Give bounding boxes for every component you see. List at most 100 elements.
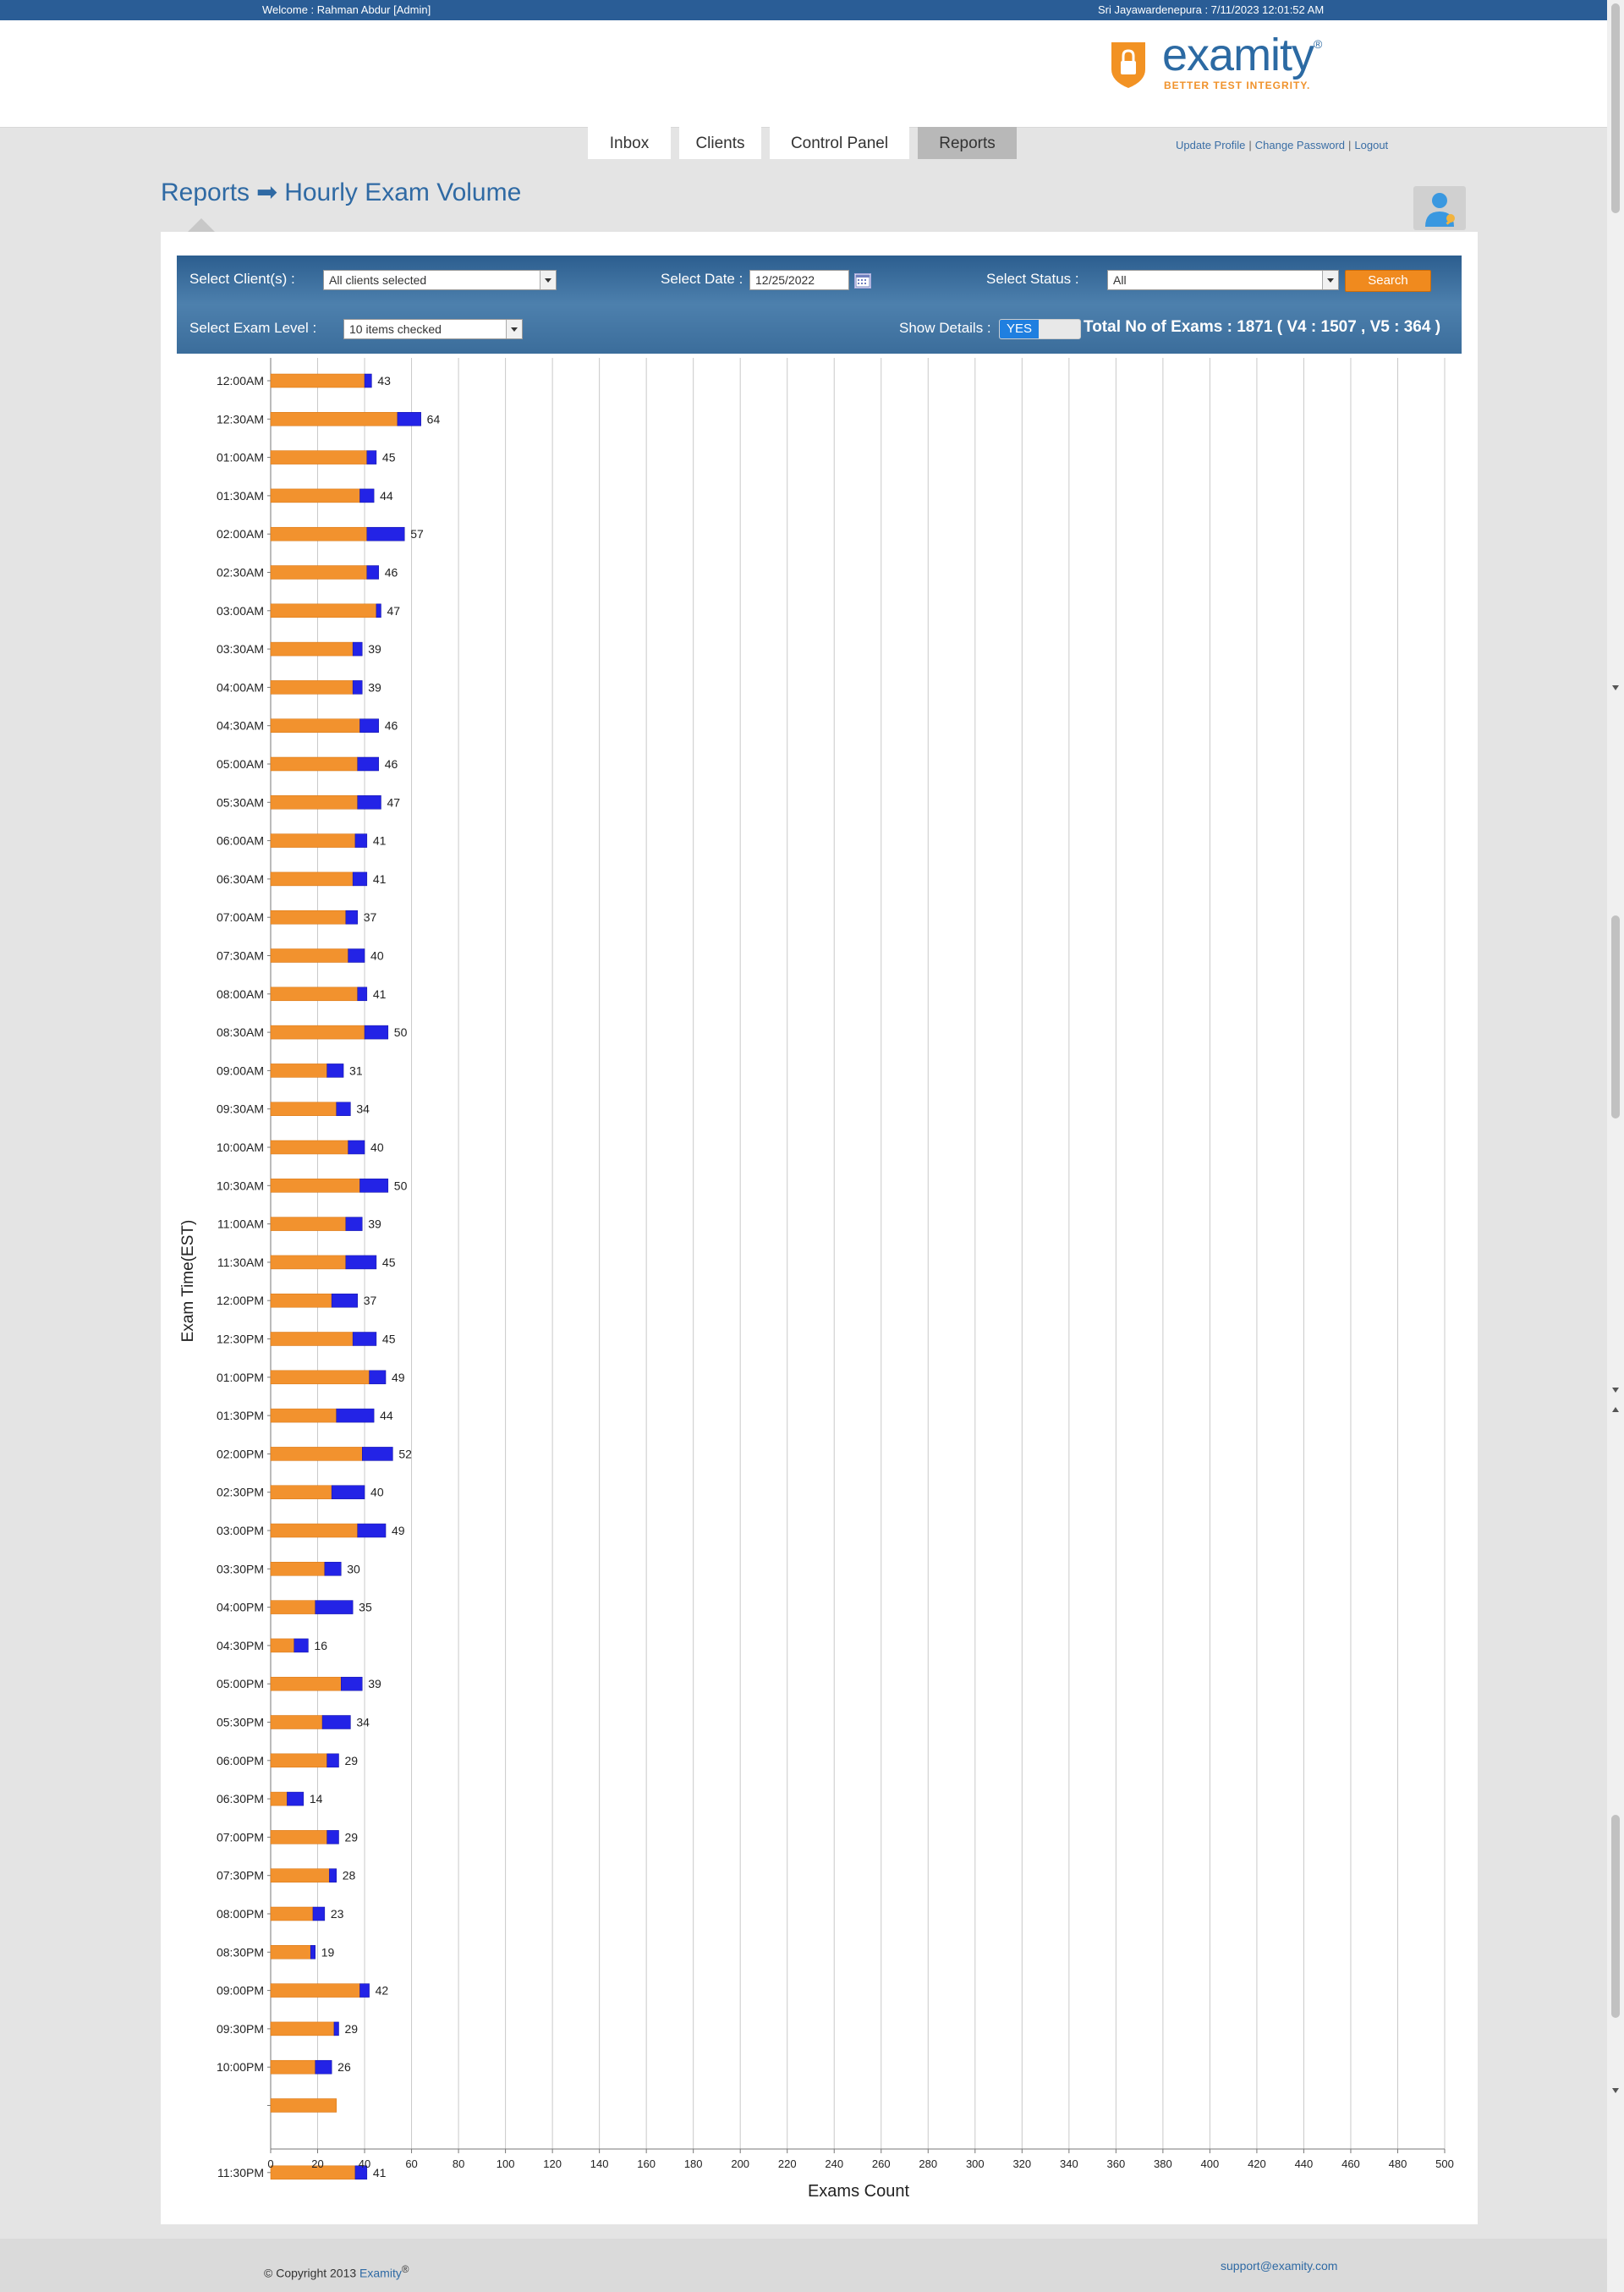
bar-v5 xyxy=(359,488,375,503)
show-details-toggle[interactable]: YES xyxy=(999,319,1081,339)
x-tick-label: 40 xyxy=(359,2157,370,2170)
bar-v4 xyxy=(270,795,358,810)
category-label: 01:30PM xyxy=(217,1409,264,1422)
category-label: 01:30AM xyxy=(217,489,264,503)
category-label: 06:30AM xyxy=(217,872,264,886)
bar-v4 xyxy=(270,373,365,388)
category-label: 12:30AM xyxy=(217,412,264,426)
report-panel: Select Client(s) : All clients selected … xyxy=(161,232,1478,2224)
tab-inbox[interactable]: Inbox xyxy=(588,127,671,159)
logo-tagline: BETTER TEST INTEGRITY. xyxy=(1164,80,1311,91)
bar-total-label: 19 xyxy=(321,1945,335,1959)
bar-total-label: 42 xyxy=(376,1984,389,1998)
category-labels: 12:00AM 12:30AM 01:00AM 01:30AM 02:00AM 02:30… xyxy=(217,374,264,2179)
tab-clients[interactable]: Clients xyxy=(679,127,761,159)
breadcrumb-pointer xyxy=(188,218,215,232)
category-label: 06:00AM xyxy=(217,834,264,848)
bar-total-label: 41 xyxy=(373,872,387,886)
bar-v4 xyxy=(270,1485,332,1499)
bar-v4 xyxy=(270,488,360,503)
toggle-on-label: YES xyxy=(1000,320,1039,338)
bar-v5 xyxy=(357,756,379,772)
bar-v4 xyxy=(270,412,398,426)
change-password-link[interactable]: Change Password xyxy=(1254,139,1346,151)
bar-total-label: 47 xyxy=(387,795,400,809)
bar-total-label: 34 xyxy=(356,1102,370,1116)
bar-v4 xyxy=(270,1983,360,1998)
x-tick-label: 440 xyxy=(1295,2157,1314,2170)
bar-v5 xyxy=(397,412,421,426)
client-select[interactable]: All clients selected xyxy=(323,270,557,290)
category-label: 01:00AM xyxy=(217,451,264,464)
logout-link[interactable]: Logout xyxy=(1354,139,1389,151)
bar-v4 xyxy=(270,1791,288,1806)
examity-logo[interactable]: examity® BETTER TEST INTEGRITY. xyxy=(1110,30,1347,100)
scroll-down-arrow[interactable] xyxy=(1612,1388,1619,1393)
welcome-text: Welcome : Rahman Abdur [Admin] xyxy=(262,3,431,16)
scroll-up-arrow[interactable] xyxy=(1612,1407,1619,1412)
bar-total-label: 37 xyxy=(364,910,377,924)
user-avatar-icon[interactable] xyxy=(1413,186,1466,230)
bar-v5 xyxy=(376,603,381,618)
breadcrumb-root[interactable]: Reports xyxy=(161,179,250,206)
tab-control-panel[interactable]: Control Panel xyxy=(770,127,909,159)
category-label: 11:30AM xyxy=(217,1256,264,1269)
x-tick-label: 20 xyxy=(311,2157,323,2170)
top-bar: Welcome : Rahman Abdur [Admin] Sri Jayaw… xyxy=(0,0,1607,20)
bar-total-label: 46 xyxy=(385,757,398,771)
scrollbar-thumb[interactable] xyxy=(1611,3,1620,213)
x-tick-label: 280 xyxy=(919,2157,937,2170)
category-label: 02:30PM xyxy=(217,1486,264,1499)
x-tick-label: 180 xyxy=(684,2157,703,2170)
bar-v4 xyxy=(270,1447,363,1461)
bar-total-label: 45 xyxy=(382,1333,396,1346)
bar-v4 xyxy=(270,910,347,925)
scrollbar-thumb[interactable] xyxy=(1611,1815,1620,2018)
bar-v5 xyxy=(331,1485,365,1499)
x-tick-label: 60 xyxy=(405,2157,417,2170)
date-input[interactable]: 12/25/2022 xyxy=(749,270,849,290)
bar-v4 xyxy=(270,1562,326,1576)
category-label: 02:00PM xyxy=(217,1447,264,1460)
search-button[interactable]: Search xyxy=(1345,270,1431,292)
bar-v4 xyxy=(270,680,354,695)
category-label: 05:00AM xyxy=(217,757,264,771)
bar-v5 xyxy=(329,1868,337,1883)
bar-v5 xyxy=(366,450,377,464)
bar-total-label: 35 xyxy=(359,1601,372,1614)
scroll-down-arrow[interactable] xyxy=(1612,2088,1619,2093)
bar-v5 xyxy=(345,910,358,925)
bar-v5 xyxy=(315,2059,332,2075)
calendar-icon[interactable] xyxy=(854,273,871,289)
bar-total-label: 49 xyxy=(392,1524,405,1537)
x-tick-label: 200 xyxy=(731,2157,749,2170)
x-tick-label: 260 xyxy=(872,2157,891,2170)
x-axis-label: Exams Count xyxy=(808,2182,909,2201)
bar-total-label: 16 xyxy=(314,1639,327,1652)
status-select[interactable]: All xyxy=(1107,270,1339,290)
category-label: 09:30AM xyxy=(217,1102,264,1116)
exam-level-select[interactable]: 10 items checked xyxy=(343,319,523,339)
support-email-link[interactable]: support@examity.com xyxy=(1221,2259,1338,2273)
footer-brand-link[interactable]: Examity xyxy=(359,2266,402,2280)
tab-reports[interactable]: Reports xyxy=(918,127,1017,159)
page-scrollbar[interactable] xyxy=(1607,0,1624,2292)
bar-v5 xyxy=(326,1064,344,1078)
bar-v5 xyxy=(362,1447,393,1461)
bar-v4 xyxy=(270,987,358,1002)
scroll-down-arrow[interactable] xyxy=(1612,685,1619,690)
y-axis-label: Exam Time(EST) xyxy=(179,1220,197,1343)
bar-total-label: 40 xyxy=(370,1486,384,1499)
category-label: 07:00AM xyxy=(217,910,264,924)
bar-v5 xyxy=(331,1293,358,1308)
bar-v5 xyxy=(341,1676,363,1691)
bar-v4 xyxy=(270,603,377,618)
bar-v4 xyxy=(270,1945,311,1959)
category-label: 04:30PM xyxy=(217,1639,264,1652)
date-label: Select Date : xyxy=(661,271,743,287)
bar-total-label: 23 xyxy=(331,1907,344,1921)
scrollbar-thumb[interactable] xyxy=(1611,915,1620,1119)
update-profile-link[interactable]: Update Profile xyxy=(1176,139,1246,151)
bar-total-label: 43 xyxy=(377,374,391,387)
bar-v5 xyxy=(359,718,379,733)
